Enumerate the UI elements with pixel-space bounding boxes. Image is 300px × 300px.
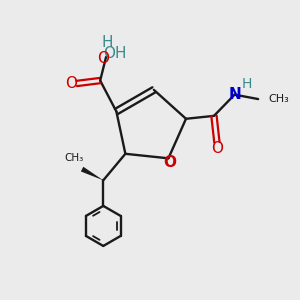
Text: O: O [65,76,77,91]
Text: CH₃: CH₃ [268,94,289,104]
Text: H: H [242,77,252,91]
Text: N: N [229,87,242,102]
Text: OH: OH [103,46,127,61]
Polygon shape [81,167,103,180]
Text: O: O [212,141,224,156]
Text: H: H [102,34,113,50]
Text: CH₃: CH₃ [64,153,83,163]
Text: O: O [97,51,109,66]
Text: O: O [164,155,176,170]
